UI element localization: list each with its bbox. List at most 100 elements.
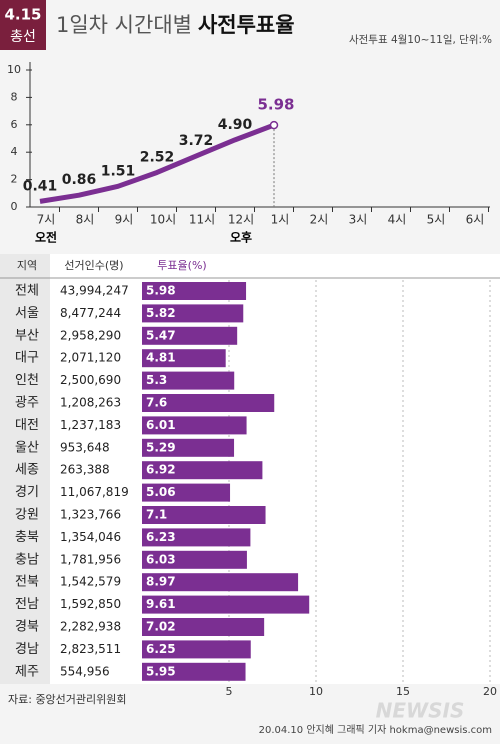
value-label: 0.86 — [62, 172, 97, 188]
bar-label: 4.81 — [146, 351, 176, 365]
voters: 2,958,290 — [60, 328, 121, 342]
region: 부산 — [15, 328, 39, 343]
x-tick-label: 8시 — [76, 213, 95, 227]
bar-label: 6.25 — [146, 642, 176, 656]
region: 광주 — [15, 396, 39, 411]
voters: 2,500,690 — [60, 373, 121, 387]
y-tick-label: 10 — [7, 63, 21, 76]
region: 경북 — [15, 620, 39, 635]
title-light: 1일차 시간대별 — [56, 13, 192, 37]
value-label: 0.41 — [23, 178, 58, 194]
x-tick-label: 7시 — [37, 213, 56, 227]
credit: 20.04.10 안지혜 그래픽 기자 hokma@newsis.com — [259, 724, 492, 736]
point — [269, 120, 279, 130]
source: 자료: 중앙선거관리위원회 — [8, 693, 127, 706]
bar — [142, 595, 310, 614]
am-label: 오전 — [35, 230, 57, 245]
voters: 1,237,183 — [60, 418, 121, 432]
y-tick-label: 2 — [11, 173, 18, 186]
region: 대전 — [15, 418, 39, 433]
value-label: 1.51 — [101, 163, 136, 179]
y-tick-label: 8 — [11, 90, 18, 103]
voters: 1,208,263 — [60, 396, 121, 410]
region: 전체 — [15, 284, 39, 299]
voters: 263,388 — [60, 463, 110, 477]
x-tick-label: 5시 — [427, 213, 446, 227]
bar — [142, 349, 226, 368]
region: 충북 — [15, 530, 39, 545]
voters: 1,323,766 — [60, 508, 121, 522]
bar-label: 7.1 — [146, 508, 167, 522]
y-tick-label: 6 — [11, 118, 18, 131]
bar — [142, 282, 247, 300]
bar-label: 5.29 — [146, 440, 176, 454]
voters: 43,994,247 — [60, 284, 129, 298]
region: 대구 — [15, 351, 39, 366]
bar-label: 5.98 — [146, 284, 176, 298]
x-tick-label: 10시 — [150, 213, 176, 227]
voters: 1,781,956 — [60, 552, 121, 566]
y-tick-label: 0 — [11, 200, 18, 213]
voters: 8,477,244 — [60, 306, 121, 320]
voters: 554,956 — [60, 664, 110, 678]
region: 강원 — [15, 508, 39, 523]
bar — [142, 662, 246, 681]
voters: 2,071,120 — [60, 351, 121, 365]
region: 전남 — [15, 597, 39, 612]
voters: 1,542,579 — [60, 575, 121, 589]
badge — [0, 0, 46, 50]
column-header: 투표율(%) — [157, 259, 206, 272]
pm-label: 오후 — [230, 230, 252, 245]
x-tick-label: 6시 — [466, 213, 485, 227]
bar — [142, 394, 275, 412]
x-tick-label: 1시 — [271, 213, 290, 227]
region: 제주 — [15, 664, 39, 679]
bar — [142, 640, 251, 659]
y-tick-label: 4 — [11, 145, 18, 158]
x-tick-label: 10 — [309, 685, 323, 698]
bar-label: 6.01 — [146, 418, 176, 432]
bar — [142, 304, 244, 323]
bar-label: 9.61 — [146, 597, 176, 611]
logo: NEWSIS — [376, 699, 465, 723]
x-tick-label: 2시 — [310, 213, 329, 227]
x-tick-label: 15 — [396, 685, 410, 698]
value-label: 4.90 — [218, 117, 253, 133]
value-label: 3.72 — [179, 133, 214, 149]
bar — [142, 573, 299, 592]
region: 세종 — [15, 463, 39, 478]
x-tick-label: 11시 — [189, 213, 215, 227]
bar — [142, 528, 251, 547]
bar-label: 5.06 — [146, 485, 176, 499]
bar-label: 5.82 — [146, 306, 176, 320]
bar — [142, 326, 238, 345]
x-tick-label: 5 — [226, 685, 233, 698]
x-tick-label: 4시 — [388, 213, 407, 227]
column-header: 선거인수(명) — [64, 259, 123, 272]
bar-label: 8.97 — [146, 575, 176, 589]
bar-label: 5.47 — [146, 328, 176, 342]
region: 충남 — [15, 552, 39, 567]
subtitle: 사전투표 4월10~11일, 단위:% — [349, 33, 492, 46]
x-tick-label: 12시 — [228, 213, 254, 227]
bar — [142, 438, 235, 457]
bar — [142, 550, 247, 569]
region: 경기 — [15, 485, 39, 500]
voters: 1,592,850 — [60, 597, 121, 611]
value-label: 5.98 — [257, 96, 294, 114]
bar — [142, 416, 247, 435]
bar — [142, 618, 265, 636]
value-label: 2.52 — [140, 149, 175, 165]
voters: 1,354,046 — [60, 530, 121, 544]
title: 1일차 시간대별 사전투표율 — [56, 13, 295, 37]
bar — [142, 371, 235, 390]
voters: 2,823,511 — [60, 642, 121, 656]
region: 인천 — [15, 373, 39, 388]
region: 경남 — [15, 642, 39, 657]
voters: 2,282,938 — [60, 620, 121, 634]
x-tick-label: 20 — [483, 685, 497, 698]
region: 전북 — [15, 575, 39, 590]
badge-bottom: 총선 — [10, 29, 36, 45]
region: 서울 — [15, 306, 39, 321]
bar — [142, 461, 263, 480]
